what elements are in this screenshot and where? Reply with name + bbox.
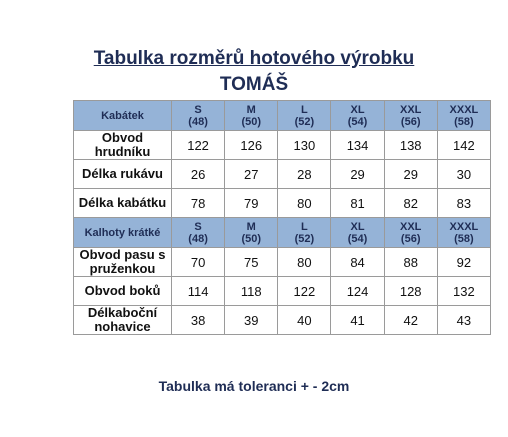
size-cell: S (48) [170, 217, 226, 248]
size-name: L [301, 220, 308, 233]
value-cell: 79 [224, 188, 279, 218]
size-name: XXL [400, 220, 422, 233]
title: Tabulka rozměrů hotového výrobku [93, 48, 415, 69]
size-cell: M (50) [224, 100, 279, 131]
data-row: Obvod pasu s pruženkou 70 75 80 84 88 92 [73, 247, 492, 277]
value-cell: 43 [436, 305, 492, 335]
value-cell: 130 [277, 130, 332, 160]
size-cell: L (52) [277, 100, 332, 131]
size-code: (48) [188, 232, 208, 245]
header-row: Kalhoty krátké S (48) M (50) L (52) XL (54) XXL (5… [73, 217, 492, 248]
value-cell: 88 [383, 247, 438, 277]
value-cell: 29 [330, 159, 385, 189]
value-cell: 134 [330, 130, 385, 160]
subtitle: TOMÁŠ [219, 74, 289, 95]
value-cell: 92 [436, 247, 492, 277]
size-table: Kabátek S (48) M (50) L (52) XL (54) XXL (56) XXXL(… [73, 100, 492, 335]
size-cell: XXL (56) [383, 100, 438, 131]
size-code: (54) [347, 115, 368, 128]
value-cell: 40 [277, 305, 332, 335]
value-cell: 78 [170, 188, 226, 218]
size-code: (58) [454, 115, 474, 128]
size-name: XL [350, 103, 365, 116]
row-label: Délkaboční nohavice [73, 305, 172, 335]
size-name: M [246, 103, 256, 116]
size-cell: L (52) [277, 217, 332, 248]
value-cell: 28 [277, 159, 332, 189]
size-cell: XXXL (58) [436, 217, 492, 248]
value-cell: 83 [436, 188, 492, 218]
size-cell: M (50) [224, 217, 279, 248]
size-code: (52) [294, 115, 315, 128]
value-cell: 42 [383, 305, 438, 335]
value-cell: 27 [224, 159, 279, 189]
size-cell: XXXL (58) [436, 100, 492, 131]
row-label: Délka kabátku [73, 188, 172, 218]
value-cell: 26 [170, 159, 226, 189]
value-cell: 70 [170, 247, 226, 277]
row-label: Délka rukávu [73, 159, 172, 189]
value-cell: 80 [277, 247, 332, 277]
size-cell: XL (54) [330, 217, 385, 248]
size-code: (52) [294, 232, 315, 245]
section-label: Kalhoty krátké [73, 217, 172, 248]
data-row: Obvod boků 114 118 122 124 128 132 [73, 276, 492, 306]
size-name: XL [350, 220, 365, 233]
value-cell: 41 [330, 305, 385, 335]
footer-note: Tabulka má toleranci + - 2cm [158, 378, 350, 394]
value-cell: 138 [383, 130, 438, 160]
size-cell: S (48) [170, 100, 226, 131]
size-name: XXL [400, 103, 422, 116]
value-cell: 38 [170, 305, 226, 335]
size-name: XXXL [449, 103, 479, 116]
value-cell: 122 [277, 276, 332, 306]
value-cell: 122 [170, 130, 226, 160]
size-code: (50) [241, 232, 262, 245]
size-code: (54) [347, 232, 368, 245]
size-code: (48) [188, 115, 208, 128]
row-label: Obvod boků [73, 276, 172, 306]
size-name: L [301, 103, 308, 116]
size-name: XXXL [449, 220, 479, 233]
value-cell: 128 [383, 276, 438, 306]
row-label: Obvod pasu s pruženkou [73, 247, 172, 277]
value-cell: 84 [330, 247, 385, 277]
value-cell: 30 [436, 159, 492, 189]
header-row: Kabátek S (48) M (50) L (52) XL (54) XXL (56) XXXL(… [73, 100, 492, 131]
row-label: Obvod hrudníku [73, 130, 172, 160]
data-row: Obvod hrudníku 122 126 130 134 138 142 [73, 130, 492, 160]
value-cell: 29 [383, 159, 438, 189]
size-code: (56) [400, 232, 421, 245]
data-row: Délkaboční nohavice 38 39 40 41 42 43 [73, 305, 492, 335]
value-cell: 118 [224, 276, 279, 306]
value-cell: 75 [224, 247, 279, 277]
size-cell: XL (54) [330, 100, 385, 131]
section-label: Kabátek [73, 100, 172, 131]
data-row: Délka kabátku 78 79 80 81 82 83 [73, 188, 492, 218]
size-code: (56) [400, 115, 421, 128]
size-name: S [194, 220, 202, 233]
value-cell: 82 [383, 188, 438, 218]
size-cell: XXL (56) [383, 217, 438, 248]
data-row: Délka rukávu 26 27 28 29 29 30 [73, 159, 492, 189]
value-cell: 80 [277, 188, 332, 218]
value-cell: 126 [224, 130, 279, 160]
value-cell: 114 [170, 276, 226, 306]
size-name: S [194, 103, 202, 116]
value-cell: 81 [330, 188, 385, 218]
size-name: M [246, 220, 256, 233]
size-code: (50) [241, 115, 262, 128]
value-cell: 132 [436, 276, 492, 306]
size-code: (58) [454, 232, 474, 245]
value-cell: 142 [436, 130, 492, 160]
value-cell: 39 [224, 305, 279, 335]
value-cell: 124 [330, 276, 385, 306]
